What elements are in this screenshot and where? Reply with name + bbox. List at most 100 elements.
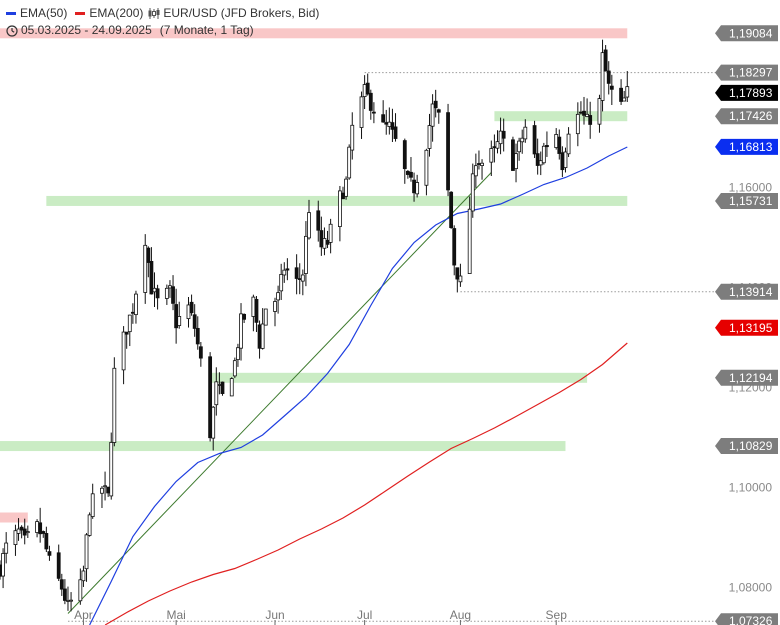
zone-2 <box>46 195 628 206</box>
candle-body <box>585 113 589 117</box>
candle <box>341 186 345 200</box>
ema50-label: EMA(50) <box>20 6 68 20</box>
candle <box>130 303 135 324</box>
candle-body <box>297 278 302 280</box>
candle <box>189 294 194 316</box>
candle-body <box>171 286 175 304</box>
candle <box>149 247 154 295</box>
candle-body <box>436 109 441 113</box>
candle <box>362 75 367 110</box>
candle-body <box>600 52 605 101</box>
ema50-swatch <box>6 12 16 15</box>
candle <box>337 185 342 242</box>
x-axis: Apr Mai Jun Jul Aug Sep <box>74 608 567 625</box>
candle-body <box>211 406 216 439</box>
candle-body <box>146 247 151 263</box>
price-label-text: 1,17893 <box>729 86 773 100</box>
candle-body <box>106 486 111 494</box>
candle-body <box>368 92 373 111</box>
candle-body <box>609 85 614 90</box>
candle <box>473 153 478 188</box>
candle <box>585 98 589 118</box>
price-label-black: 1,17893 <box>715 84 778 101</box>
candle <box>294 254 299 295</box>
zone-1 <box>494 111 628 122</box>
candle-body <box>229 378 234 397</box>
candle-body <box>276 292 281 301</box>
candle-body <box>514 153 518 170</box>
candle <box>214 367 219 416</box>
candle-body <box>430 103 435 127</box>
candle <box>467 196 472 274</box>
candle <box>470 163 475 218</box>
candle <box>263 308 268 326</box>
candle <box>276 285 281 314</box>
price-label-red: 1,13195 <box>715 319 778 336</box>
candle-body <box>582 110 586 116</box>
candle <box>600 39 605 112</box>
candle <box>606 61 611 95</box>
candle-body <box>195 327 200 345</box>
candle-body <box>566 133 571 155</box>
x-tick-label-mai: Mai <box>166 608 185 622</box>
price-label-box <box>715 84 778 101</box>
candle-body <box>177 316 182 326</box>
x-tick-label-jun: Jun <box>265 608 284 622</box>
candle-body <box>402 140 407 170</box>
candle-body <box>41 531 46 534</box>
price-label-text: 1,16813 <box>729 140 773 154</box>
candle-body <box>381 114 386 123</box>
candle-body <box>109 442 114 497</box>
candle <box>523 119 528 143</box>
candle <box>282 262 287 283</box>
candle <box>62 579 67 605</box>
candle-body <box>152 287 157 293</box>
candle-body <box>130 311 135 314</box>
candle-body <box>124 331 129 335</box>
candle-body <box>251 296 256 317</box>
price-label-box <box>715 64 778 81</box>
candle <box>381 100 386 123</box>
candle-body <box>143 244 148 293</box>
candle <box>198 341 203 367</box>
price-label-gray: 1,17426 <box>715 108 778 125</box>
candle-body <box>25 531 30 534</box>
candle <box>458 263 463 287</box>
price-label-box <box>715 192 778 209</box>
candle-body <box>300 274 305 282</box>
candle <box>121 326 126 385</box>
candle-body <box>557 136 562 154</box>
candle <box>582 96 586 125</box>
candle <box>242 313 247 323</box>
candle <box>254 296 259 332</box>
candle <box>78 568 83 605</box>
candle <box>409 157 413 182</box>
candle-body <box>588 115 593 125</box>
period-detail-label: (7 Monate, 1 Tag) <box>159 23 254 37</box>
candle-body <box>220 381 225 394</box>
candle <box>359 91 364 139</box>
candle-body <box>78 579 83 602</box>
trendline-layer <box>67 172 492 614</box>
candle <box>285 258 290 281</box>
candle-body <box>579 111 583 114</box>
candle <box>322 227 327 256</box>
candle-body <box>365 82 370 95</box>
support-resistance-zones <box>0 28 628 523</box>
candle-body <box>603 49 608 72</box>
y-tick-label: 1,16000 <box>729 181 773 195</box>
price-label-gray: 1,12194 <box>715 369 778 386</box>
candle-body <box>337 190 342 227</box>
candle-body <box>208 356 213 439</box>
candle <box>541 142 546 165</box>
candle-body <box>495 141 500 149</box>
candle-body <box>424 149 429 186</box>
candle-body <box>87 514 92 536</box>
candle <box>535 138 540 175</box>
candle <box>545 131 549 157</box>
reference-lines <box>67 72 722 622</box>
candle-body <box>501 130 506 139</box>
candle-body <box>186 304 191 320</box>
candle <box>319 216 324 256</box>
candle <box>563 147 568 173</box>
